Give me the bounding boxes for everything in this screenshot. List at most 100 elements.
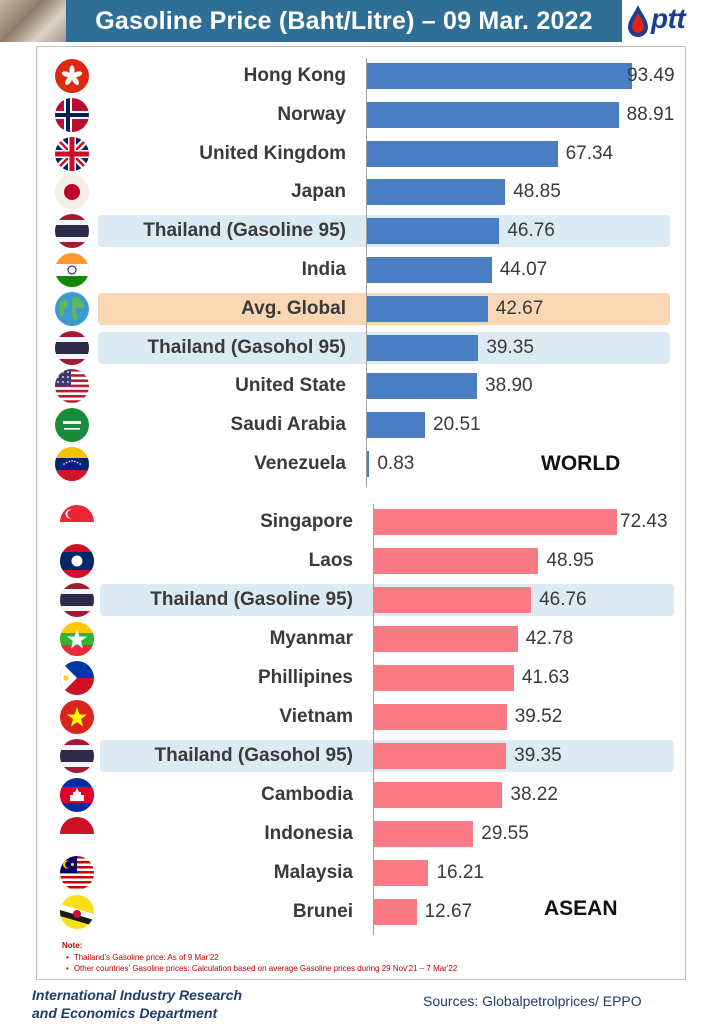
country-label: Laos bbox=[308, 550, 353, 571]
value-label: 44.07 bbox=[499, 259, 548, 280]
value-label: 39.52 bbox=[514, 706, 563, 727]
singapore-flag-icon bbox=[60, 505, 94, 539]
thailand-flag-icon bbox=[60, 583, 94, 617]
uk-flag-icon-graphic bbox=[55, 136, 89, 171]
philippines-flag-icon bbox=[60, 661, 94, 695]
department-line: and Economics Department bbox=[32, 1005, 218, 1021]
cambodia-flag-icon-graphic bbox=[60, 778, 94, 812]
usa-flag-icon-graphic bbox=[55, 369, 89, 404]
country-label: Singapore bbox=[260, 511, 353, 532]
country-label: Phillipines bbox=[257, 667, 353, 688]
bar bbox=[374, 509, 618, 535]
ptt-logo-text: ptt bbox=[651, 3, 686, 34]
thailand-flag-icon bbox=[60, 739, 94, 773]
sources-text: Sources: Globalpetrolprices/ EPPO bbox=[423, 993, 642, 1009]
value-label: 41.63 bbox=[521, 667, 570, 688]
india-flag-icon-graphic bbox=[55, 253, 89, 287]
indonesia-flag-icon bbox=[60, 817, 94, 851]
norway-flag-icon bbox=[55, 97, 89, 132]
myanmar-flag-icon-graphic bbox=[60, 622, 94, 656]
japan-flag-icon bbox=[55, 175, 89, 210]
venezuela-flag-icon bbox=[55, 447, 89, 481]
note-item: Thailand's Gasoline price: As of 9 Mar'2… bbox=[66, 953, 219, 962]
country-label: Thailand (Gasohol 95) bbox=[147, 336, 346, 358]
bar bbox=[374, 665, 514, 691]
country-label: Thailand (Gasoline 95) bbox=[143, 220, 346, 242]
note-title: Note: bbox=[62, 941, 83, 950]
chart-axis bbox=[373, 504, 374, 935]
country-label: Hong Kong bbox=[243, 65, 346, 86]
bar bbox=[367, 412, 426, 439]
thailand-flag-icon-graphic bbox=[55, 330, 89, 365]
bar bbox=[367, 179, 506, 206]
value-label: 42.67 bbox=[495, 297, 544, 319]
norway-flag-icon-graphic bbox=[55, 97, 89, 132]
saudi-arabia-flag-icon-graphic bbox=[55, 408, 89, 443]
value-label: 93.49 bbox=[627, 65, 675, 86]
thailand-flag-icon bbox=[55, 214, 89, 249]
myanmar-flag-icon bbox=[60, 622, 94, 656]
country-label: Venezuela bbox=[254, 453, 346, 474]
header-photo bbox=[0, 0, 66, 42]
hong-kong-flag-icon bbox=[55, 59, 89, 93]
header: Gasoline Price (Baht/Litre) – 09 Mar. 20… bbox=[0, 0, 709, 42]
country-label: Avg. Global bbox=[241, 297, 346, 319]
country-label: Cambodia bbox=[261, 784, 353, 805]
philippines-flag-icon-graphic bbox=[60, 661, 94, 695]
value-label: 67.34 bbox=[565, 142, 614, 164]
bar bbox=[367, 295, 488, 322]
bar bbox=[367, 63, 632, 89]
malaysia-flag-icon-graphic bbox=[60, 856, 94, 890]
country-label: Indonesia bbox=[264, 823, 353, 844]
laos-flag-icon-graphic bbox=[60, 544, 94, 578]
thailand-flag-icon bbox=[55, 330, 89, 365]
country-label: Japan bbox=[291, 181, 346, 203]
thailand-flag-icon-graphic bbox=[60, 583, 94, 617]
bar bbox=[374, 860, 429, 886]
value-label: 46.76 bbox=[539, 589, 587, 610]
country-label: Malaysia bbox=[273, 862, 353, 883]
value-label: 0.83 bbox=[377, 453, 415, 474]
value-label: 42.78 bbox=[525, 628, 574, 649]
chart-axis bbox=[366, 58, 367, 487]
cambodia-flag-icon bbox=[60, 778, 94, 812]
page-title: Gasoline Price (Baht/Litre) – 09 Mar. 20… bbox=[95, 7, 593, 35]
value-label: 16.21 bbox=[436, 862, 484, 883]
laos-flag-icon bbox=[60, 544, 94, 578]
bar bbox=[367, 451, 370, 477]
value-label: 20.51 bbox=[433, 414, 481, 436]
value-label: 39.35 bbox=[514, 745, 562, 766]
bar bbox=[367, 334, 479, 361]
bar bbox=[374, 704, 507, 730]
country-label: India bbox=[301, 259, 346, 280]
thailand-flag-icon-graphic bbox=[60, 739, 94, 773]
bar bbox=[367, 101, 619, 128]
brunei-flag-icon bbox=[60, 895, 94, 929]
value-label: 12.67 bbox=[424, 901, 473, 922]
ptt-logo-icon bbox=[628, 5, 648, 37]
value-label: 48.95 bbox=[546, 550, 594, 571]
bar bbox=[367, 218, 500, 245]
region-label: ASEAN bbox=[544, 897, 618, 920]
saudi-arabia-flag-icon bbox=[55, 408, 89, 443]
header-band bbox=[66, 0, 622, 42]
department-name: International Industry Research and Econ… bbox=[32, 986, 242, 1022]
japan-flag-icon-graphic bbox=[55, 175, 89, 210]
bar bbox=[374, 548, 539, 574]
country-label: Norway bbox=[277, 103, 346, 125]
bar bbox=[367, 140, 558, 167]
thailand-flag-icon-graphic bbox=[55, 214, 89, 249]
note-item: Other countries' Gasoline prices: Calcul… bbox=[66, 964, 457, 973]
country-label: Saudi Arabia bbox=[230, 414, 346, 436]
bar bbox=[374, 821, 474, 847]
hong-kong-flag-icon-graphic bbox=[55, 59, 89, 93]
globe-icon-graphic bbox=[55, 291, 89, 326]
brunei-flag-icon-graphic bbox=[60, 895, 94, 929]
value-label: 29.55 bbox=[481, 823, 529, 844]
country-label: Thailand (Gasoline 95) bbox=[150, 589, 353, 610]
bar bbox=[374, 899, 417, 925]
country-label: Brunei bbox=[292, 901, 353, 922]
country-label: United State bbox=[235, 375, 346, 397]
bar bbox=[374, 743, 507, 769]
value-label: 38.90 bbox=[485, 375, 533, 397]
